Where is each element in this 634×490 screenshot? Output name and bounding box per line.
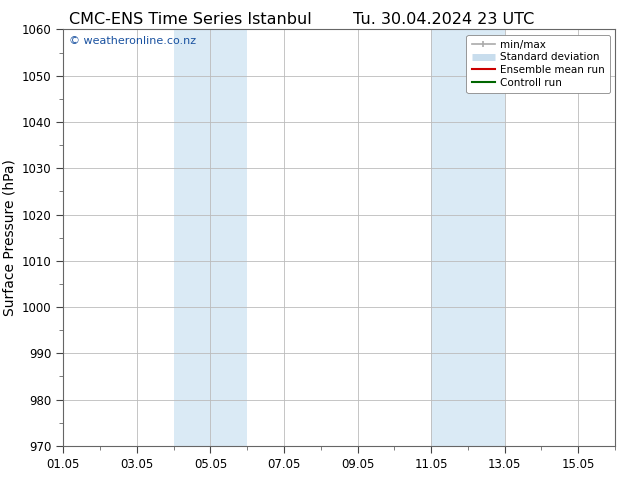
Bar bbox=[174, 29, 247, 446]
Y-axis label: Surface Pressure (hPa): Surface Pressure (hPa) bbox=[3, 159, 16, 316]
Bar bbox=[431, 29, 505, 446]
Text: Tu. 30.04.2024 23 UTC: Tu. 30.04.2024 23 UTC bbox=[353, 12, 534, 27]
Text: © weatheronline.co.nz: © weatheronline.co.nz bbox=[69, 36, 196, 46]
Legend: min/max, Standard deviation, Ensemble mean run, Controll run: min/max, Standard deviation, Ensemble me… bbox=[467, 35, 610, 93]
Text: CMC-ENS Time Series Istanbul: CMC-ENS Time Series Istanbul bbox=[69, 12, 311, 27]
